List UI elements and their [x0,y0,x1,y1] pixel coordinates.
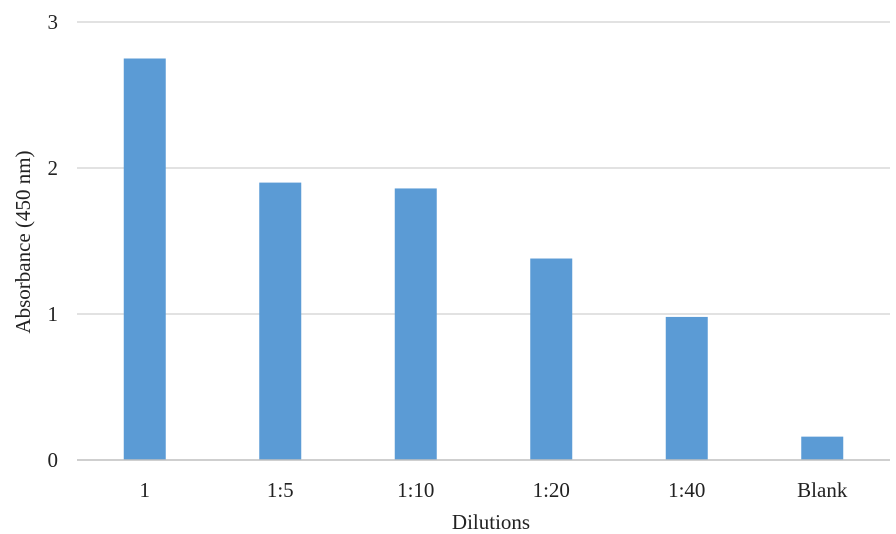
tick-labels: 0 1 2 3 1 1:5 1:10 1:20 1:40 Blank [48,10,848,502]
bar-1:5 [259,182,302,460]
y-tick-label: 2 [48,156,59,180]
x-tick-label: Blank [797,478,848,502]
bar-1:10 [394,188,437,460]
x-axis-title: Dilutions [452,510,530,534]
bar-1 [123,58,166,460]
bar-Blank [801,436,844,460]
x-tick-label: 1 [140,478,151,502]
y-axis-title: Absorbance (450 nm) [11,150,35,333]
bar-1:20 [530,258,573,460]
x-tick-label: 1:5 [267,478,294,502]
x-tick-label: 1:20 [533,478,570,502]
bars [123,58,844,460]
y-tick-label: 0 [48,448,59,472]
gridlines [77,21,890,315]
bar-1:40 [665,316,708,460]
y-tick-label: 1 [48,302,59,326]
y-tick-label: 3 [48,10,59,34]
x-tick-label: 1:10 [397,478,434,502]
x-tick-label: 1:40 [668,478,705,502]
